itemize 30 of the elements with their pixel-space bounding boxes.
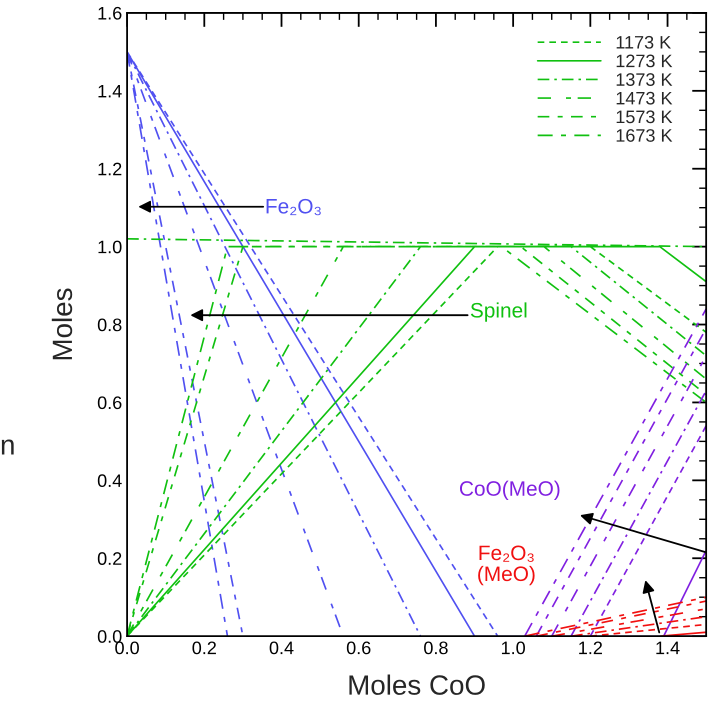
x-tick-label: 1.4 bbox=[656, 642, 680, 654]
x-tick-label: 0.0 bbox=[115, 641, 139, 654]
x-tick-label: 0.2 bbox=[192, 641, 216, 654]
x-tick-label: 1.2 bbox=[579, 641, 602, 654]
y-tick-label: 0.2 bbox=[98, 552, 122, 565]
annotation: Fe₂O₃ bbox=[266, 198, 321, 216]
legend-label: 1373 K bbox=[616, 73, 672, 86]
x-tick-label: 0.8 bbox=[424, 641, 448, 654]
x-tick-label: 0.6 bbox=[346, 641, 370, 654]
y-tick-label: 1.6 bbox=[98, 6, 122, 20]
y-tick-label: 1.2 bbox=[98, 162, 122, 176]
y-tick-label: 1.0 bbox=[98, 240, 122, 254]
y-tick-label: 1.4 bbox=[98, 84, 122, 98]
annotation: Spinel bbox=[470, 302, 526, 322]
legend-label: 1573 K bbox=[616, 110, 672, 124]
legend-label: 1473 K bbox=[616, 92, 672, 105]
legend-label: 1673 K bbox=[616, 129, 672, 142]
legend-label: 1173 K bbox=[616, 36, 671, 49]
annotation: CoO(MeO) bbox=[460, 480, 560, 500]
y-tick-label: 0.0 bbox=[98, 630, 122, 643]
y-tick-label: 0.6 bbox=[98, 396, 122, 410]
x-tick-label: 1.0 bbox=[502, 641, 525, 654]
y-tick-label: 0.8 bbox=[98, 318, 122, 332]
annotation: Fe₂O₃ (MeO) bbox=[478, 545, 535, 586]
legend-label: 1273 K bbox=[616, 54, 672, 68]
x-axis-title: Moles CoO bbox=[349, 674, 485, 695]
text: n bbox=[2, 440, 14, 454]
y-axis-title: Moles bbox=[52, 288, 72, 360]
x-tick-label: 0.4 bbox=[270, 641, 294, 654]
y-tick-label: 0.4 bbox=[98, 474, 122, 488]
